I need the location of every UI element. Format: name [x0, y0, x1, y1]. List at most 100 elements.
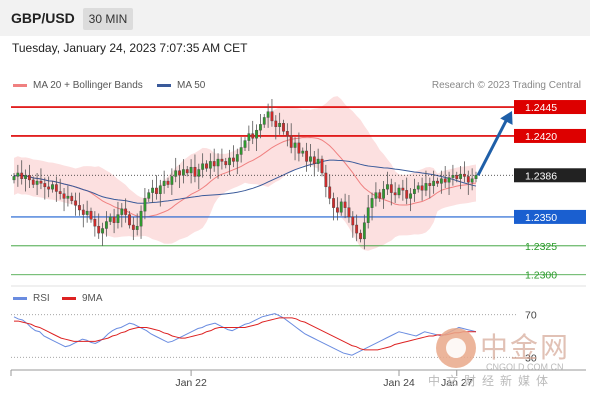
level-label-1.2420: 1.2420	[525, 131, 557, 143]
candle-body	[58, 191, 62, 194]
candle-body	[274, 120, 278, 127]
rsi-series-RSI	[13, 313, 477, 356]
candle-body	[12, 176, 16, 181]
candle-body	[89, 210, 93, 220]
candle-body	[293, 142, 297, 148]
candle-body	[332, 198, 335, 208]
candle-body	[282, 123, 285, 132]
level-label-1.2386: 1.2386	[525, 170, 557, 182]
watermark-tagline: 中文财经新媒体	[428, 374, 555, 388]
candle-body	[155, 187, 158, 194]
candle-body	[366, 207, 370, 223]
candle-body	[147, 192, 151, 199]
candle-body	[128, 214, 131, 226]
candle-body	[28, 175, 31, 181]
level-tag-1.2445	[514, 100, 586, 115]
candle-body	[362, 222, 366, 240]
candle-body	[405, 190, 409, 199]
candle-body	[158, 185, 162, 194]
x-tick-label: Jan 24	[383, 377, 415, 389]
candle-body	[101, 228, 104, 234]
candle-body	[416, 185, 420, 190]
candle-body	[243, 140, 247, 148]
ma20-line	[13, 136, 477, 218]
candle-body	[78, 205, 81, 211]
legend-ma50-label: MA 50	[177, 80, 206, 91]
datetime-label: Tuesday, January 24, 2023 7:07:35 AM CET	[12, 41, 248, 55]
level-label-1.2445: 1.2445	[525, 102, 557, 114]
rsi-panel: 70 30	[11, 285, 586, 364]
symbol-label: GBP/USD	[11, 10, 75, 26]
candle-body	[359, 232, 362, 240]
candle-body	[320, 158, 324, 174]
candle-body	[143, 198, 147, 212]
candle-body	[197, 169, 201, 177]
ma20-swatch	[13, 83, 27, 87]
bollinger-bands	[14, 96, 476, 251]
candle-body	[70, 195, 74, 201]
price-levels: 1.2445 1.2420 1.2386 1.2350 1.2325 1.2300	[11, 100, 586, 282]
candle-body	[474, 175, 478, 179]
candle-body	[201, 163, 205, 170]
legend-9ma: 9MA	[62, 293, 103, 304]
candle-body	[93, 219, 97, 227]
ma50-swatch	[157, 83, 171, 87]
candle-body	[432, 180, 436, 186]
candle-body	[24, 175, 27, 179]
candle-body	[228, 157, 231, 166]
x-tick-label: Jan 27	[441, 377, 473, 389]
candle-body	[151, 187, 154, 193]
forecast-arrow-head	[500, 111, 513, 125]
candle-body	[193, 166, 197, 177]
candle-body	[20, 172, 24, 179]
candle-body	[54, 184, 58, 192]
candle-body	[112, 216, 116, 223]
candle-body	[424, 183, 428, 191]
candle-body	[382, 188, 385, 199]
candle-body	[270, 111, 274, 122]
level-tag-1.2420	[514, 128, 586, 143]
candle-body	[470, 178, 474, 183]
candle-body	[336, 207, 339, 213]
rsi-level-label-30: 30	[525, 352, 537, 364]
candle-body	[135, 225, 139, 230]
candle-body	[235, 154, 239, 162]
level-tag-1.2350	[514, 209, 586, 224]
candle-body	[305, 150, 308, 162]
bollinger-band-fill	[14, 96, 476, 251]
candle-body	[139, 210, 143, 227]
forecast-arrow-shaft	[476, 116, 510, 176]
candle-body	[378, 192, 382, 199]
candle-body	[436, 180, 439, 184]
moving-averages	[13, 136, 477, 218]
candle-body	[374, 192, 378, 199]
candle-body	[339, 201, 343, 213]
x-tick-label: Jan 22	[175, 377, 207, 389]
candle-body	[43, 183, 47, 188]
level-tag-1.2386	[514, 168, 586, 183]
candle-body	[212, 161, 216, 167]
candle-body	[401, 187, 405, 191]
rsi-swatch	[13, 296, 27, 300]
candle-body	[47, 186, 51, 190]
level-label-1.2300: 1.2300	[525, 270, 557, 282]
candle-body	[220, 158, 224, 162]
candle-body	[182, 169, 185, 176]
candle-body	[51, 184, 54, 190]
candle-body	[62, 193, 66, 199]
candle-body	[328, 186, 332, 199]
candle-body	[81, 209, 85, 215]
candle-body	[232, 157, 235, 162]
ma50-line	[13, 159, 477, 204]
timeframe-button[interactable]: 30 MIN	[83, 8, 133, 30]
watermark-name: 中金网	[480, 331, 571, 364]
candle-body	[35, 180, 39, 185]
candle-body	[355, 224, 359, 234]
legend-9ma-label: 9MA	[82, 293, 103, 304]
candle-body	[459, 173, 462, 179]
watermark-logo-inner	[446, 338, 466, 358]
candle-body	[413, 188, 416, 194]
candle-body	[185, 169, 189, 174]
9ma-swatch	[62, 296, 76, 300]
